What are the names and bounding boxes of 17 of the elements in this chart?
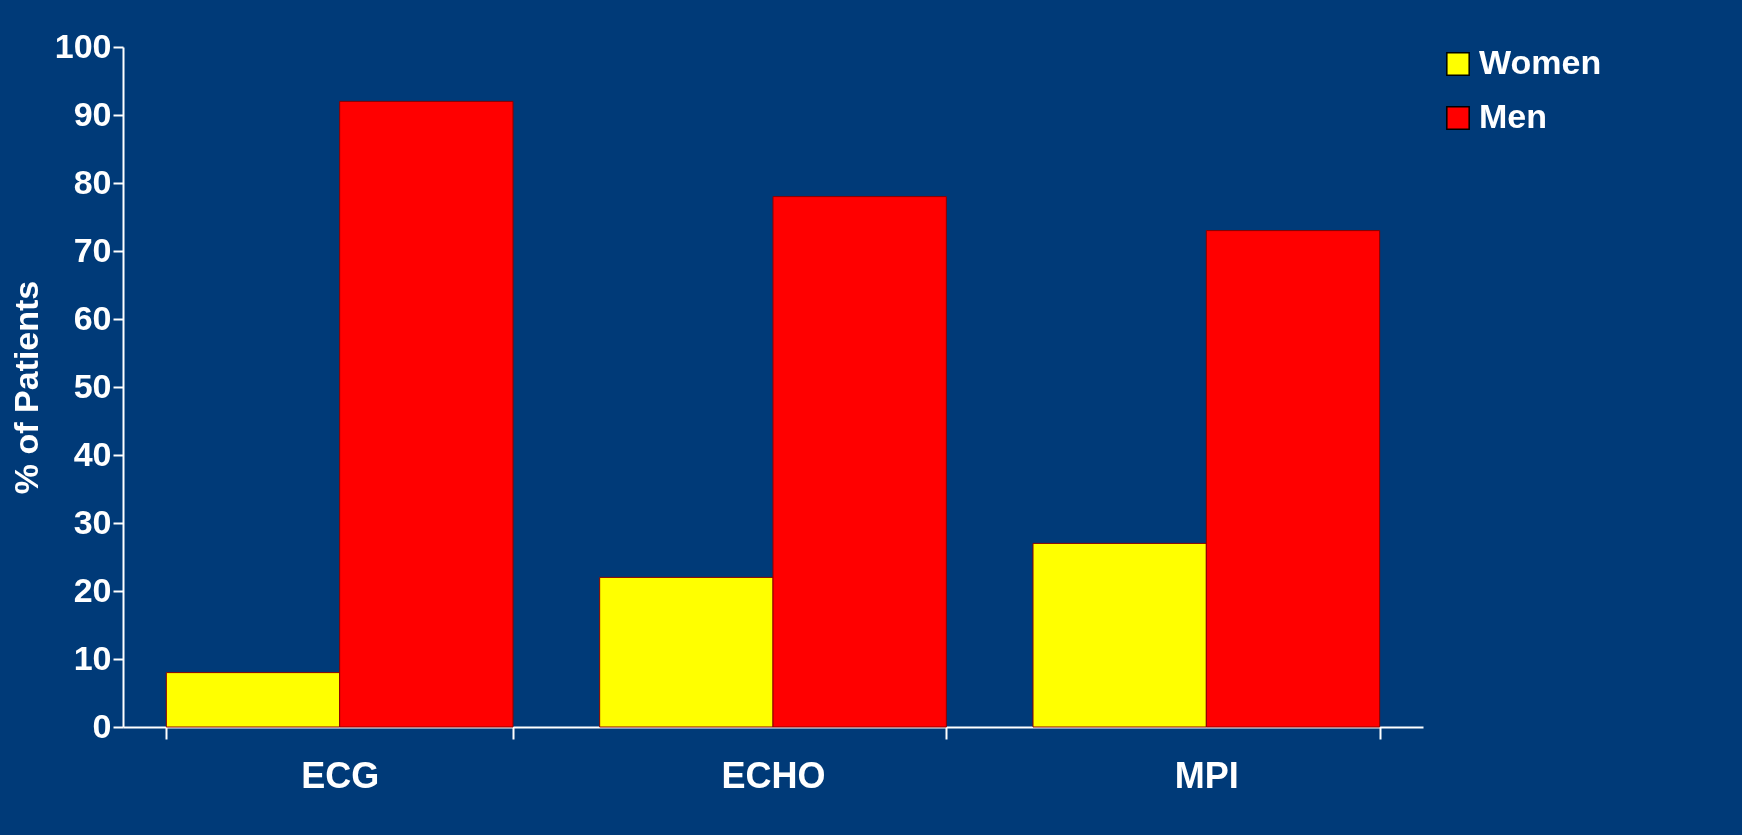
y-tick-label: 50 [73, 366, 112, 405]
legend-label: Women [1479, 43, 1602, 81]
y-tick-label: 90 [73, 94, 112, 133]
y-tick-label: 100 [54, 26, 112, 65]
x-tick-label: ECG [301, 754, 380, 796]
y-tick-label: 0 [92, 706, 112, 745]
y-tick-label: 70 [73, 230, 112, 269]
x-tick-label: MPI [1174, 754, 1239, 796]
y-axis-title: % of Patients [6, 280, 45, 495]
x-tick-label: ECHO [721, 754, 826, 796]
legend-label: Men [1479, 97, 1547, 135]
y-tick-label: 20 [73, 570, 112, 609]
y-tick-label: 10 [73, 638, 112, 677]
y-tick-label: 60 [73, 298, 112, 337]
y-tick-label: 30 [73, 502, 112, 541]
y-tick-label: 40 [73, 434, 112, 473]
y-tick-label: 80 [73, 162, 112, 201]
